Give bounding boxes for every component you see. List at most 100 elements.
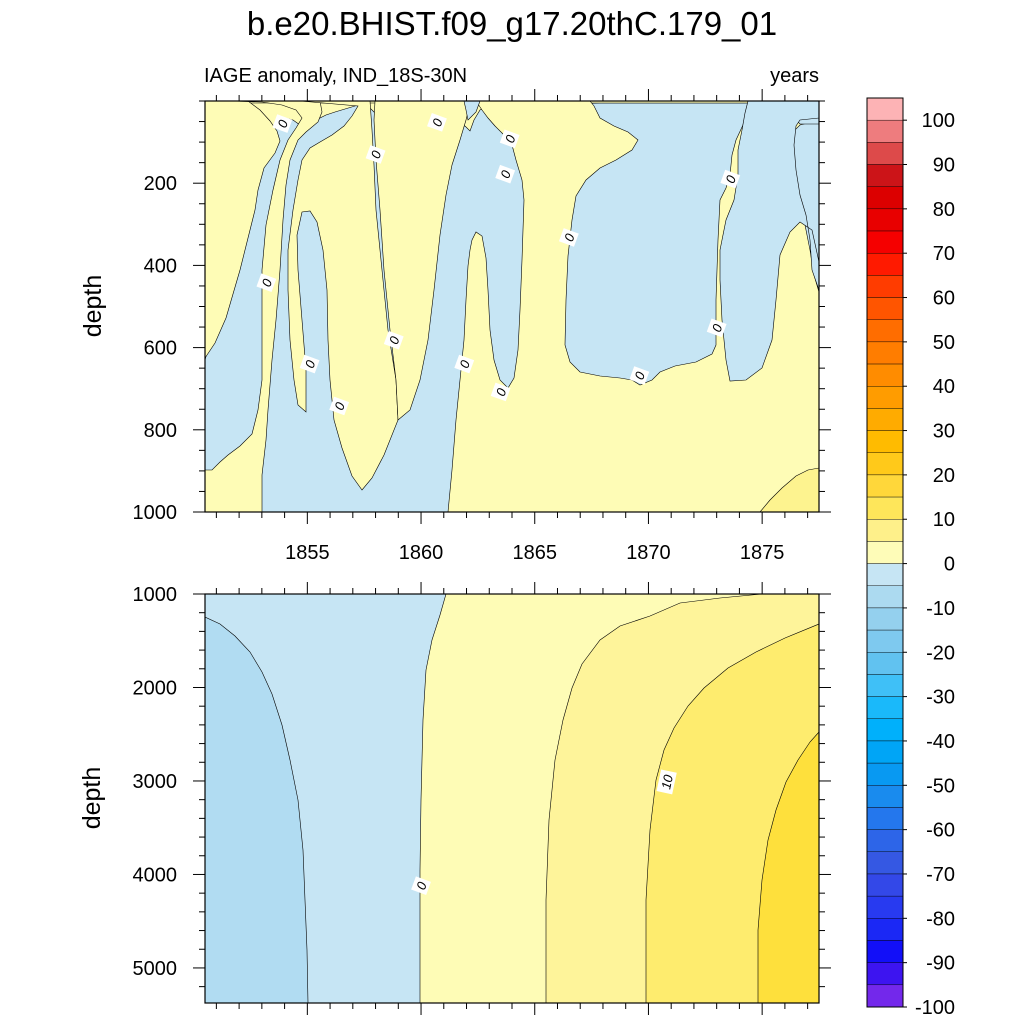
colorbar-swatch xyxy=(866,563,904,586)
contour-label-box xyxy=(256,273,277,292)
colorbar-swatch xyxy=(866,740,904,764)
colorbar-label: 70 xyxy=(933,243,955,265)
colorbar-label: -40 xyxy=(926,731,955,753)
upper-negative-column xyxy=(719,101,819,382)
contour-label: 0 xyxy=(365,145,386,164)
colorbar-swatch xyxy=(866,851,904,875)
x-tick-label: 1855 xyxy=(285,542,330,564)
upper-positive-corner xyxy=(759,467,819,512)
y-tick-label: 200 xyxy=(144,173,177,195)
x-tick-label: 1870 xyxy=(626,542,671,564)
colorbar-label: 100 xyxy=(922,110,955,132)
y-tick-label: 5000 xyxy=(133,958,178,980)
colorbar-swatch xyxy=(866,519,904,542)
colorbar-swatch xyxy=(866,895,904,919)
contour-label: 0 xyxy=(629,366,650,385)
colorbar-swatch xyxy=(866,962,904,986)
colorbar-swatch xyxy=(866,696,904,719)
colorbar-swatch xyxy=(866,940,904,963)
colorbar-label: 0 xyxy=(944,554,955,576)
colorbar-swatch xyxy=(866,341,904,365)
colorbar-label: 90 xyxy=(933,155,955,177)
colorbar-swatch xyxy=(866,718,904,742)
contour-label-box xyxy=(272,114,293,133)
colorbar-swatch xyxy=(866,430,904,453)
contour-label-box xyxy=(383,330,404,350)
colorbar-label: -60 xyxy=(926,820,955,842)
contour-label-box xyxy=(656,769,677,795)
contour-label: 10 xyxy=(656,769,677,795)
lower-contour-labels: 0 10 xyxy=(411,769,677,895)
colorbar-label: -90 xyxy=(926,953,955,975)
contour-label-box xyxy=(299,354,320,374)
contour-label-box xyxy=(720,169,741,189)
y-tick-label: 1000 xyxy=(133,502,178,524)
upper-positive-patch-c xyxy=(205,101,323,512)
contour-label: 0 xyxy=(558,228,579,247)
contour-label: 0 xyxy=(299,354,320,374)
colorbar-frame xyxy=(866,97,904,1008)
colorbar-swatch xyxy=(866,607,904,631)
colorbar-label: -100 xyxy=(915,997,955,1019)
lower-negative-core xyxy=(205,616,309,1003)
upper-y-ticks: 200 400 600 800 1000 xyxy=(133,100,831,524)
colorbar-label: 10 xyxy=(933,509,955,531)
contour-label-text: 10 xyxy=(658,773,676,791)
colorbar-swatch xyxy=(866,208,904,232)
colorbar-label: 20 xyxy=(933,465,955,487)
y-tick-label: 1000 xyxy=(133,584,178,606)
contour-label-box xyxy=(495,164,516,184)
x-tick-label: 1865 xyxy=(512,542,557,564)
colorbar-label: 60 xyxy=(933,288,955,310)
colorbar-swatch xyxy=(866,142,904,165)
contour-label: 0 xyxy=(720,169,741,189)
colorbar-label: 50 xyxy=(933,332,955,354)
upper-ylabel: depth xyxy=(79,275,107,338)
contour-label-box xyxy=(427,113,447,132)
colorbar-swatch xyxy=(866,762,904,786)
colorbar-swatch xyxy=(866,652,904,675)
y-tick-label: 800 xyxy=(144,420,177,442)
colorbar-label: 40 xyxy=(933,376,955,398)
colorbar-swatch xyxy=(866,363,904,387)
contour-label: 0 xyxy=(272,114,293,133)
upper-negative-hole-1 xyxy=(463,101,481,121)
colorbar-swatch xyxy=(866,585,904,609)
colorbar-swatch xyxy=(866,186,904,210)
colorbar-swatch xyxy=(866,496,904,520)
colorbar-label: -30 xyxy=(926,687,955,709)
colorbar-swatch xyxy=(866,785,904,808)
contour-label: 0 xyxy=(490,382,511,402)
y-tick-label: 400 xyxy=(144,255,177,277)
y-tick-label: 600 xyxy=(144,338,177,360)
colorbar: 1009080706050403020100-10-20-30-40-50-60… xyxy=(866,97,955,1019)
colorbar-swatch xyxy=(866,474,904,498)
colorbar-swatch xyxy=(866,873,904,897)
colorbar-swatch xyxy=(866,984,904,1008)
colorbar-swatch xyxy=(866,829,904,853)
colorbar-swatch xyxy=(866,319,904,343)
left-string: IAGE anomaly, IND_18S-30N xyxy=(204,65,467,87)
contour-label: 0 xyxy=(329,396,350,416)
y-tick-label: 2000 xyxy=(133,677,178,699)
upper-positive-tongue-1 xyxy=(287,101,399,491)
x-tick-label: 1875 xyxy=(740,542,785,564)
colorbar-swatch xyxy=(866,452,904,476)
colorbar-swatch xyxy=(866,918,904,941)
upper-positive-patch-b xyxy=(205,101,281,359)
colorbar-swatch xyxy=(866,541,904,564)
colorbar-swatch xyxy=(866,230,904,254)
contour-label: 0 xyxy=(427,113,447,132)
colorbar-swatch xyxy=(866,119,904,143)
contour-label-box xyxy=(329,396,350,416)
contour-label: 0 xyxy=(454,354,475,374)
colorbar-label: -80 xyxy=(926,908,955,930)
colorbar-swatch xyxy=(866,386,904,409)
colorbar-swatch xyxy=(866,164,904,187)
contour-label-box xyxy=(629,366,650,385)
colorbar-swatch xyxy=(866,807,904,830)
colorbar-label: -10 xyxy=(926,598,955,620)
lower-panel: 1000 2000 3000 4000 5000 0 10 depth xyxy=(78,582,831,1015)
